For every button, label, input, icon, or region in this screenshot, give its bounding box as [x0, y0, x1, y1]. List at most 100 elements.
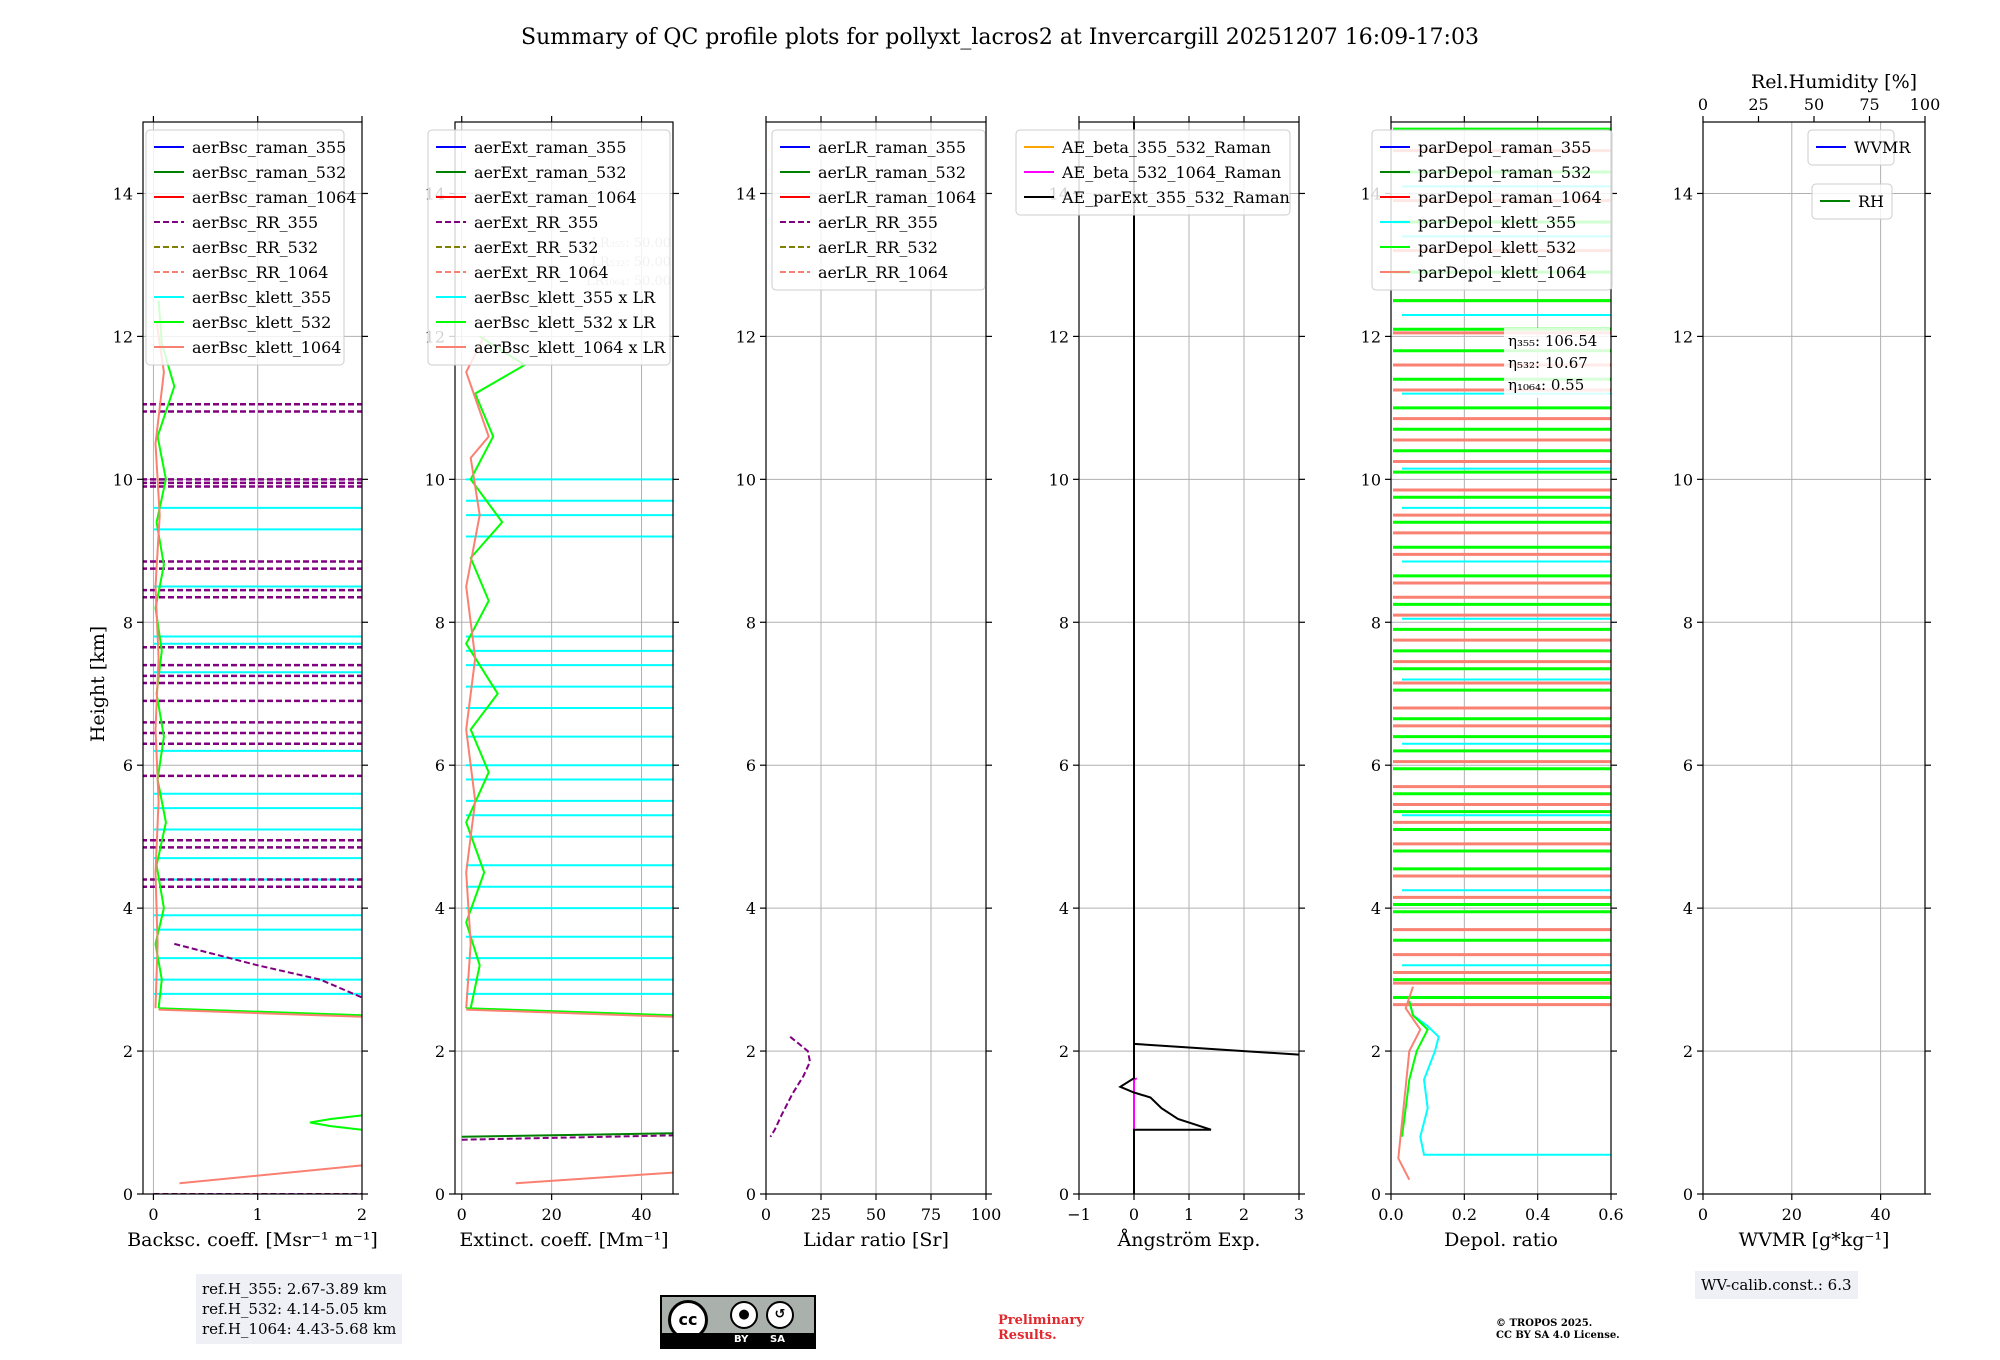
bsc-ytick-label: 10 — [113, 470, 133, 489]
bsc-series-2 — [158, 1007, 362, 1017]
wv-ytick-label: 12 — [1673, 327, 1693, 346]
ae-data-area — [1118, 122, 1299, 1194]
lr-xtick-label: 75 — [921, 1205, 941, 1224]
depol-series-1 — [1401, 1000, 1429, 1137]
lr-ytick-label: 12 — [736, 327, 756, 346]
lr-series-0 — [769, 1036, 812, 1138]
depol-ytick-label: 0 — [1371, 1185, 1381, 1204]
ae-legend-label: AE_parExt_355_532_Raman — [1061, 188, 1290, 207]
bsc-legend-label: aerBsc_RR_1064 — [192, 263, 328, 282]
ae-ytick-label: 6 — [1059, 756, 1069, 775]
bsc-ytick-label: 12 — [113, 327, 133, 346]
ae-xtick-label: 1 — [1184, 1205, 1194, 1224]
bsc-legend-label: aerBsc_raman_1064 — [192, 188, 357, 207]
depol-legend-box — [1371, 129, 1613, 291]
ext-series-5 — [461, 1134, 673, 1141]
bsc-legend-label: aerBsc_RR_355 — [192, 213, 318, 232]
reference-height-1064: ref.H_1064: 4.43-5.68 km — [202, 1320, 397, 1338]
bsc-legend-label: aerBsc_klett_532 — [192, 313, 331, 332]
wv-legend-label: WVMR — [1854, 138, 1911, 157]
preliminary-results-note: Preliminary Results. — [998, 1313, 1084, 1343]
bsc-legend-label: aerBsc_klett_355 — [192, 288, 331, 307]
panel-wv: 0 20 40 0 2 4 6 8 10 12 14 WVMR [g*kg⁻¹] 0 25 50 75 100 R… — [1673, 71, 1941, 1251]
wv-ytick-label: 10 — [1673, 470, 1693, 489]
wv-top-xtick-label: 75 — [1859, 95, 1879, 114]
ext-legend-box — [427, 129, 671, 366]
lr-xtick-label: 25 — [811, 1205, 831, 1224]
ext-series-3 — [466, 1008, 673, 1018]
lr-ytick-label: 8 — [746, 613, 756, 632]
wv-legend-box — [1807, 129, 1895, 166]
bsc-legend-label: aerBsc_klett_1064 — [192, 338, 341, 357]
depol-xtick-label: 0.2 — [1452, 1205, 1477, 1224]
depol-legend-label: parDepol_raman_532 — [1418, 163, 1591, 182]
wv-ytick-label: 6 — [1683, 756, 1693, 775]
lr-legend-label: aerLR_raman_1064 — [818, 188, 976, 207]
ext-frame — [454, 121, 674, 1195]
bsc-ytick-label: 0 — [123, 1185, 133, 1204]
wv-top-xlabel: Rel.Humidity [%] — [1751, 71, 1917, 93]
depol-ytick-label: 2 — [1371, 1042, 1381, 1061]
lr-legend-label: aerLR_RR_532 — [818, 238, 938, 257]
copyright-note: © TROPOS 2025. CC BY SA 4.0 License. — [1496, 1318, 1620, 1342]
bsc-data-area — [143, 300, 362, 1194]
ext-legend-label: aerExt_RR_355 — [474, 213, 598, 232]
ext-xtick-label: 40 — [631, 1205, 651, 1224]
depol-legend-label: parDepol_klett_355 — [1418, 213, 1576, 232]
lr-legend-label: aerLR_RR_1064 — [818, 263, 948, 282]
ext-legend-label: aerExt_raman_355 — [474, 138, 627, 157]
bsc-legend-box — [145, 129, 345, 366]
cc-sa-label: SA — [770, 1334, 785, 1345]
ae-xtick-label: 3 — [1294, 1205, 1304, 1224]
ae-series-0 — [1133, 1077, 1138, 1130]
cc-by-label: BY — [734, 1334, 749, 1345]
bsc-xtick-label: 1 — [253, 1205, 263, 1224]
depol-ytick-label: 6 — [1371, 756, 1381, 775]
reference-height-box: ref.H_355: 2.67-3.89 km ref.H_532: 4.14-… — [196, 1274, 403, 1344]
ext-series-1 — [465, 335, 490, 1009]
lr-ytick-label: 4 — [746, 899, 756, 918]
depol-frame — [1390, 121, 1612, 1195]
ext-legend-label: aerExt_raman_1064 — [474, 188, 637, 207]
preliminary-line-1: Preliminary — [998, 1313, 1084, 1328]
wv-top-xtick-label: 25 — [1748, 95, 1768, 114]
ae-ytick-label: 8 — [1059, 613, 1069, 632]
depol-eta-label: η₁₀₆₄: 0.55 — [1508, 376, 1584, 394]
copyright-line-1: © TROPOS 2025. — [1496, 1318, 1593, 1329]
depol-xtick-label: 0.0 — [1378, 1205, 1403, 1224]
lr-ytick-label: 6 — [746, 756, 756, 775]
lr-legend-label: aerLR_raman_355 — [818, 138, 966, 157]
depol-xtick-label: 0.4 — [1525, 1205, 1550, 1224]
wv-calibration-constant: WV-calib.const.: 6.3 — [1701, 1276, 1852, 1294]
ext-series-0 — [465, 335, 527, 1009]
depol-legend-label: parDepol_klett_532 — [1418, 238, 1576, 257]
lr-data-area — [769, 1036, 812, 1138]
wv-xtick-label: 20 — [1782, 1205, 1802, 1224]
wv-xtick-label: 40 — [1870, 1205, 1890, 1224]
ext-legend-label: aerBsc_klett_532 x LR — [474, 313, 656, 332]
wv-ytick-label: 2 — [1683, 1042, 1693, 1061]
bsc-legend-label: aerBsc_RR_532 — [192, 238, 318, 257]
lr-ytick-label: 0 — [746, 1185, 756, 1204]
panel-ae: −1012302468101214Ångström Exp.AE_beta_35… — [1015, 116, 1305, 1251]
bsc-series-4 — [309, 1114, 362, 1131]
bsc-ytick-label: 14 — [113, 184, 133, 203]
lr-ytick-label: 10 — [736, 470, 756, 489]
ae-ytick-label: 2 — [1059, 1042, 1069, 1061]
depol-legend-label: parDepol_klett_1064 — [1418, 263, 1587, 282]
bsc-series-0 — [154, 300, 176, 1009]
wv-xlabel: WVMR [g*kg⁻¹] — [1739, 1229, 1890, 1251]
ext-series-6 — [515, 1171, 673, 1185]
wv-ytick-label: 14 — [1673, 184, 1693, 203]
wv-ytick-label: 8 — [1683, 613, 1693, 632]
ae-xtick-label: 2 — [1239, 1205, 1249, 1224]
depol-xtick-label: 0.6 — [1598, 1205, 1623, 1224]
ext-legend-label: aerExt_RR_532 — [474, 238, 598, 257]
figure-title: Summary of QC profile plots for pollyxt_… — [521, 25, 1479, 50]
lr-ytick-label: 14 — [736, 184, 756, 203]
depol-series-0 — [1408, 1000, 1611, 1156]
bsc-series-3 — [158, 1008, 362, 1018]
height-axis-label: Height [km] — [87, 626, 109, 742]
ext-ytick-label: 0 — [435, 1185, 445, 1204]
